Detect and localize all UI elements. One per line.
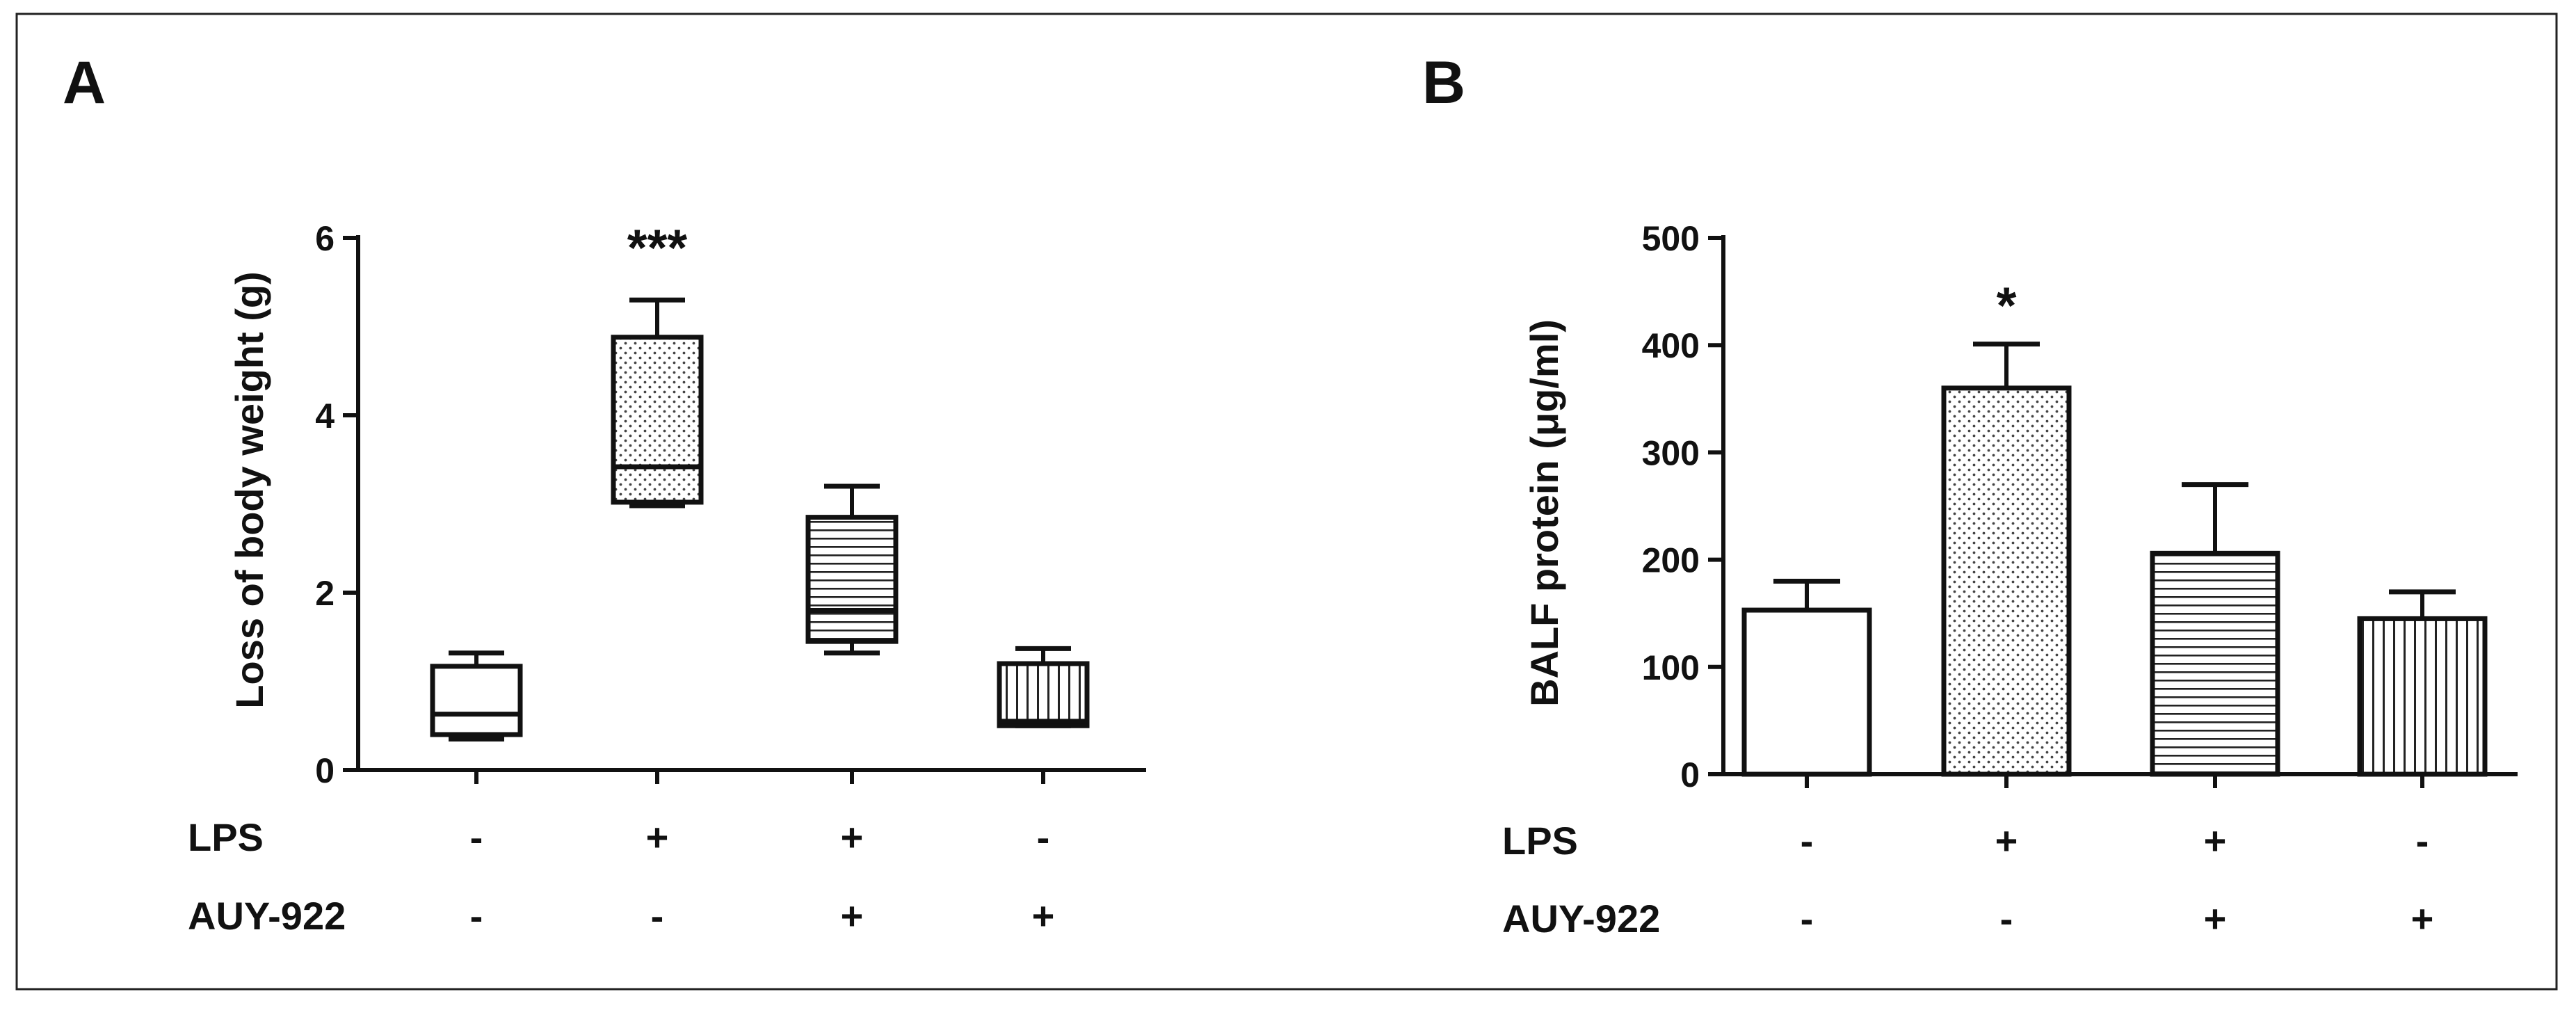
row-label-a: LPS xyxy=(188,815,264,859)
y-tick-label-a: 0 xyxy=(315,751,335,790)
box-3 xyxy=(805,483,899,656)
condition-mark-a: + xyxy=(1032,894,1055,938)
box-iqr xyxy=(611,335,704,505)
box-2: *** xyxy=(611,218,704,508)
figure-frame xyxy=(15,13,2558,991)
y-tick-label-b: 0 xyxy=(1680,755,1700,794)
y-axis-label-a: Loss of body weight (g) xyxy=(227,271,271,708)
box-iqr xyxy=(805,515,899,644)
condition-mark-a: + xyxy=(646,815,669,859)
box-4 xyxy=(997,646,1090,728)
y-tick-label-b: 500 xyxy=(1642,219,1700,258)
y-tick-label-b: 300 xyxy=(1642,433,1700,472)
bar-3 xyxy=(2150,482,2280,777)
bar-2: * xyxy=(1941,277,2072,777)
condition-mark-a: + xyxy=(841,894,864,938)
panel-letter-a: A xyxy=(63,49,106,116)
condition-mark-b: + xyxy=(2411,897,2434,940)
condition-mark-b: + xyxy=(2204,897,2227,940)
bar xyxy=(1941,385,2072,777)
significance-label: *** xyxy=(627,218,688,276)
condition-mark-b: + xyxy=(1995,819,2018,863)
y-tick-label-a: 6 xyxy=(315,219,335,258)
box-iqr xyxy=(997,661,1090,728)
bar xyxy=(2150,550,2280,777)
row-label-b: AUY-922 xyxy=(1502,897,1660,940)
condition-mark-b: - xyxy=(2000,897,2013,940)
condition-mark-a: + xyxy=(841,815,864,859)
bar-1 xyxy=(1741,578,1872,777)
box-1 xyxy=(430,650,523,742)
row-label-a: AUY-922 xyxy=(188,894,346,938)
y-tick-label-b: 400 xyxy=(1642,326,1700,365)
condition-mark-a: - xyxy=(1037,815,1050,859)
panel-a: A 0 2 4 6 Loss of body weight (g) *** LPS - + + - AU… xyxy=(63,49,1146,938)
y-axis-label-b: BALF protein (μg/ml) xyxy=(1522,319,1566,707)
row-label-b: LPS xyxy=(1502,819,1578,863)
condition-mark-b: - xyxy=(1801,897,1814,940)
condition-mark-b: - xyxy=(1801,819,1814,863)
box-iqr xyxy=(430,664,523,737)
panel-b: B 0 100 200 300 400 500 BALF protein (μg/ml) * LP… xyxy=(1422,49,2518,940)
bar xyxy=(2357,616,2488,777)
condition-mark-a: - xyxy=(651,894,664,938)
condition-mark-a: - xyxy=(470,894,483,938)
y-tick-label-a: 4 xyxy=(315,397,335,435)
condition-mark-a: - xyxy=(470,815,483,859)
y-tick-label-b: 100 xyxy=(1642,648,1700,687)
condition-mark-b: + xyxy=(2204,819,2227,863)
bar-4 xyxy=(2357,589,2488,777)
condition-mark-b: - xyxy=(2416,819,2429,863)
bar xyxy=(1741,607,1872,777)
significance-label: * xyxy=(1997,277,2017,335)
y-tick-label-a: 2 xyxy=(315,574,335,613)
panel-letter-b: B xyxy=(1422,49,1465,116)
y-tick-label-b: 200 xyxy=(1642,541,1700,580)
